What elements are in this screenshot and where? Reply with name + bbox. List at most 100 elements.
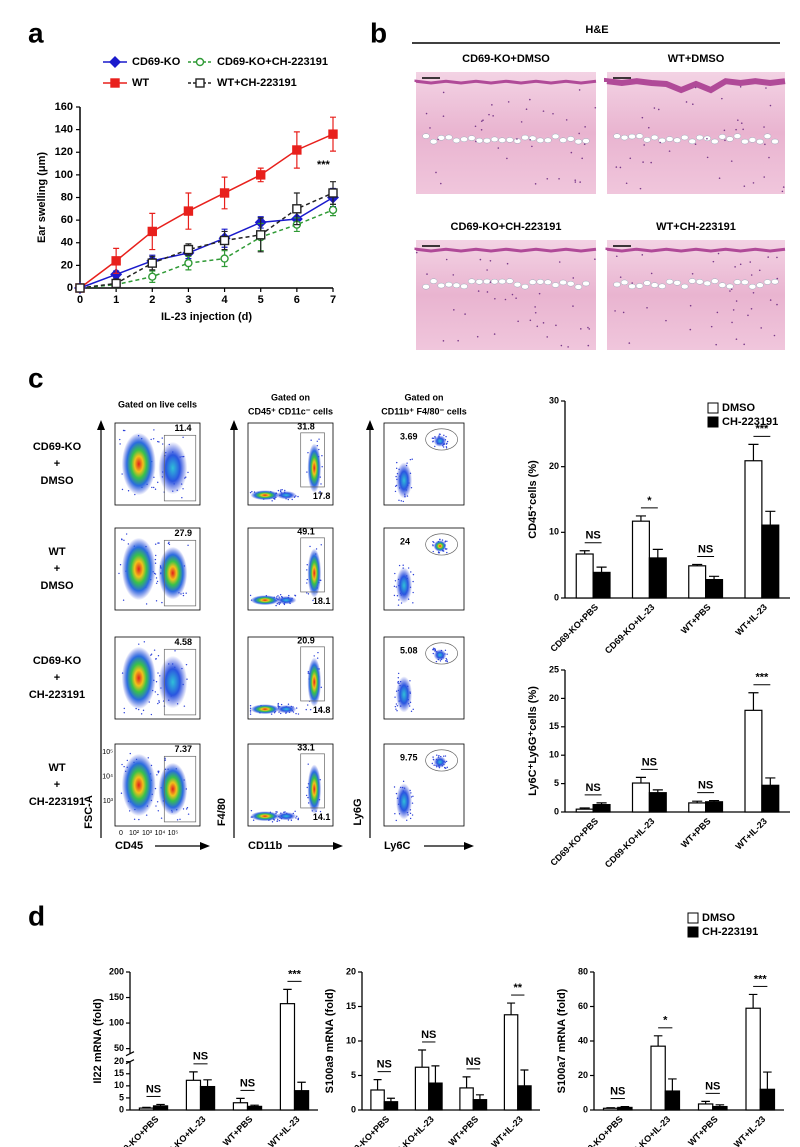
- vacuole: [726, 136, 734, 142]
- cell-event: [154, 488, 157, 490]
- x-tick-label: WT+IL-23: [732, 1114, 768, 1147]
- nucleus: [665, 319, 667, 322]
- cell-event: [153, 429, 155, 431]
- density-cloud: [307, 548, 322, 598]
- nucleus: [588, 328, 591, 330]
- vacuole: [483, 137, 491, 144]
- cell-event: [275, 604, 277, 607]
- row-label: CH-223191: [29, 689, 85, 701]
- error-bar: [668, 1078, 677, 1092]
- cell-event: [434, 649, 436, 651]
- x-tick-label: WT+PBS: [221, 1114, 255, 1147]
- cell-event: [123, 707, 125, 710]
- density-cloud: [433, 435, 447, 447]
- y-axis-label: F4/80: [216, 798, 228, 826]
- nucleus: [650, 272, 653, 275]
- bar: [761, 784, 780, 813]
- panel-label: d: [28, 900, 45, 931]
- cell-event: [394, 490, 397, 493]
- x-tick-label: WT+IL-23: [266, 1114, 302, 1147]
- nucleus: [587, 326, 589, 329]
- y-tick-label: 60: [61, 214, 73, 226]
- cell-event: [295, 707, 298, 709]
- nucleus: [531, 145, 533, 148]
- nucleus: [615, 255, 618, 258]
- cell-event: [161, 437, 163, 439]
- nucleus: [734, 266, 736, 268]
- nucleus: [752, 291, 755, 294]
- gate-value: 5.08: [400, 645, 418, 655]
- bar: [688, 802, 707, 813]
- nucleus: [584, 126, 586, 128]
- marker: [328, 188, 338, 198]
- nucleus: [489, 259, 492, 262]
- cell-event: [397, 677, 400, 679]
- cell-event: [306, 704, 309, 706]
- marker: [256, 230, 266, 240]
- y-tick-label: 15: [549, 721, 559, 731]
- vacuole: [544, 137, 552, 144]
- nucleus: [615, 166, 618, 168]
- marker: [220, 254, 229, 263]
- y-axis-label: Ly6C⁺Ly6G⁺cells (%): [527, 686, 539, 796]
- cell-event: [161, 443, 164, 445]
- cell-event: [320, 493, 322, 496]
- cell-event: [145, 814, 148, 816]
- cell-event: [251, 490, 253, 493]
- nucleus: [717, 252, 720, 255]
- significance-label: NS: [610, 1085, 625, 1097]
- cell-event: [158, 770, 160, 773]
- epidermis: [604, 77, 786, 94]
- nucleus: [529, 98, 531, 101]
- nucleus: [572, 305, 574, 307]
- cell-event: [121, 488, 124, 491]
- nucleus: [641, 254, 644, 256]
- panel-label: c: [28, 362, 44, 393]
- cell-event: [118, 572, 120, 575]
- y-axis-label: FSC-A: [83, 795, 95, 829]
- gate-value: 7.37: [175, 744, 193, 754]
- vacuole: [467, 135, 476, 141]
- vacuole: [673, 280, 681, 286]
- nucleus: [629, 157, 632, 160]
- bar: [592, 571, 611, 599]
- x-tick-label: 3: [185, 294, 191, 306]
- cell-event: [278, 603, 280, 606]
- y-tick-label: 20: [549, 693, 559, 703]
- bar: [152, 1105, 169, 1111]
- cell-event: [412, 602, 414, 604]
- vacuole: [696, 134, 704, 141]
- cell-event: [156, 774, 158, 776]
- nucleus: [689, 304, 692, 307]
- x-tick-label: CD69-KO+IL-23: [382, 1114, 436, 1147]
- x-tick-label: WT+IL-23: [489, 1114, 525, 1147]
- nucleus: [529, 138, 531, 141]
- cell-event: [168, 541, 170, 544]
- annotation: ***: [317, 159, 331, 171]
- cell-event: [270, 713, 273, 715]
- nucleus: [578, 132, 580, 135]
- y-tick-label: 10³: [103, 798, 114, 805]
- vacuole: [771, 278, 779, 285]
- nucleus: [724, 139, 726, 142]
- cell-event: [133, 818, 136, 821]
- row-label: DMSO: [41, 475, 74, 487]
- marker: [292, 145, 302, 155]
- nucleus: [536, 325, 539, 328]
- x-axis-label: CD45: [115, 840, 143, 852]
- x-tick-label: 10⁵: [168, 830, 179, 837]
- nucleus: [760, 327, 763, 329]
- cell-event: [432, 758, 435, 761]
- cell-event: [393, 594, 396, 597]
- legend-label: WT: [132, 77, 149, 89]
- cell-event: [412, 708, 414, 711]
- x-tick-label: 10²: [129, 830, 140, 837]
- vacuole: [680, 134, 689, 141]
- legend-label: DMSO: [722, 402, 755, 414]
- vacuole: [429, 278, 438, 284]
- vacuole: [650, 134, 659, 141]
- cell-event: [432, 647, 435, 649]
- nucleus: [497, 147, 500, 149]
- density-cloud: [396, 567, 412, 604]
- cell-event: [250, 809, 253, 812]
